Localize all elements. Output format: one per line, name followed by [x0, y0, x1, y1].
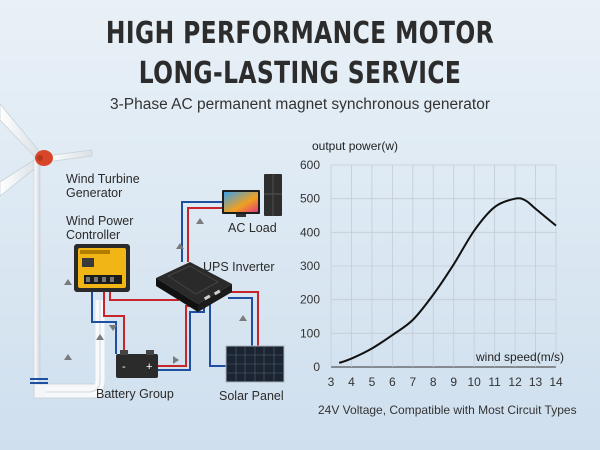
solar-panel-device — [225, 345, 285, 383]
battery-group-label: Battery Group — [96, 387, 174, 401]
wind-turbine-label: Wind Turbine Generator — [66, 172, 140, 200]
x-tick-label: 3 — [328, 375, 335, 389]
controller-label-line-1: Wind Power — [66, 214, 134, 228]
x-tick-label: 5 — [369, 375, 376, 389]
y-tick-label: 600 — [300, 158, 320, 172]
wind-power-controller-device — [74, 244, 130, 292]
y-tick-label: 0 — [313, 360, 320, 374]
ac-load-devices — [222, 174, 282, 217]
y-tick-label: 500 — [300, 192, 320, 206]
chart-grid — [330, 164, 557, 368]
turbine-wire-connector — [30, 378, 48, 384]
controller-label: Wind Power Controller — [66, 214, 133, 242]
power-curve-chart: 0 100 200 300 400 500 600 3 4 5 6 7 8 9 10 11 12 13 14 — [300, 158, 563, 389]
ups-inverter-label: UPS Inverter — [203, 260, 275, 274]
battery-minus-sign: - — [122, 361, 126, 373]
chart-x-axis-title: wind speed(m/s) — [476, 350, 565, 364]
footer-caption: 24V Voltage, Compatible with Most Circui… — [318, 403, 577, 417]
x-tick-label: 11 — [488, 375, 501, 389]
x-tick-label: 14 — [549, 375, 563, 389]
ups-inverter-device — [156, 262, 232, 312]
flow-arrows — [64, 218, 247, 364]
x-tick-label: 6 — [389, 375, 396, 389]
battery-plus-sign: + — [146, 361, 152, 373]
subtitle: 3-Phase AC permanent magnet synchronous … — [110, 96, 490, 113]
y-tick-label: 300 — [300, 259, 320, 273]
battery-device: - + — [116, 350, 158, 378]
headline-line-2: LONG-LASTING SERVICE — [138, 56, 462, 91]
chart-x-ticks: 3 4 5 6 7 8 9 10 11 12 13 14 — [328, 375, 563, 389]
x-tick-label: 9 — [450, 375, 457, 389]
x-tick-label: 13 — [529, 375, 543, 389]
solar-panel-label: Solar Panel — [219, 389, 284, 403]
x-tick-label: 12 — [508, 375, 522, 389]
controller-label-line-2: Controller — [66, 228, 121, 242]
chart-y-axis-title: output power(w) — [312, 139, 399, 153]
x-tick-label: 8 — [430, 375, 437, 389]
x-tick-label: 10 — [468, 375, 482, 389]
y-tick-label: 200 — [300, 293, 320, 307]
ac-load-label: AC Load — [228, 221, 277, 235]
y-tick-label: 100 — [300, 326, 320, 340]
chart-y-ticks: 0 100 200 300 400 500 600 — [300, 158, 320, 374]
power-curve-line — [338, 197, 557, 364]
x-tick-label: 7 — [409, 375, 416, 389]
wind-turbine-label-line-2: Generator — [66, 186, 123, 200]
y-tick-label: 400 — [300, 225, 320, 239]
x-tick-label: 4 — [348, 375, 355, 389]
headline-line-1: HIGH PERFORMANCE MOTOR — [105, 16, 495, 51]
wind-turbine-label-line-1: Wind Turbine — [66, 172, 140, 186]
